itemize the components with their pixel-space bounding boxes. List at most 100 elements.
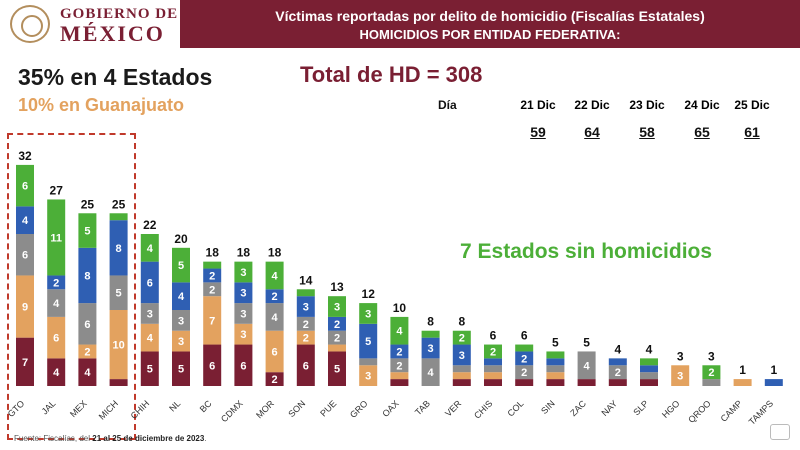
bar-segment-zac-3: [577, 351, 596, 380]
bar-total-chih: 22: [143, 218, 157, 232]
segment-label-oax-5: 4: [396, 326, 403, 338]
bar-segment-mor-2: [265, 330, 284, 373]
category-label-sin: SIN: [539, 398, 557, 416]
category-label-gto: GTO: [6, 398, 27, 419]
bar-segment-mich-1: [109, 379, 128, 386]
category-label-pue: PUE: [318, 398, 338, 418]
segment-label-nay-3: 2: [615, 367, 621, 379]
bar-segment-chih-2: [140, 323, 159, 352]
day-total-21: 59: [530, 124, 546, 140]
bar-segment-gro-3: [359, 358, 378, 366]
bar-segment-chis-2: [484, 372, 502, 380]
bar-segment-chis-4: [484, 358, 502, 366]
bar-segment-gro-4: [359, 323, 378, 359]
segment-label-ver-4: 3: [459, 350, 465, 362]
segment-label-chih-2: 4: [147, 333, 154, 345]
segment-label-nl-4: 4: [178, 291, 185, 303]
segment-label-hgo-2: 3: [677, 371, 683, 383]
segment-label-oax-3: 2: [396, 360, 402, 372]
bar-segment-oax-5: [390, 316, 409, 345]
bar-segment-ver-1: [452, 379, 471, 386]
bar-segment-sin-3: [546, 365, 565, 373]
category-label-bc: BC: [198, 398, 214, 414]
category-label-ver: VER: [443, 398, 464, 419]
slide-subtitle: HOMICIDIOS POR ENTIDAD FEDERATIVA:: [359, 27, 621, 42]
bar-total-cdmx: 18: [237, 246, 251, 260]
bar-segment-mich-4: [109, 220, 128, 276]
bar-segment-pue-4: [328, 316, 346, 331]
bar-segment-son-4: [296, 296, 315, 317]
bar-segment-gto-3: [16, 234, 34, 276]
bar-segment-slp-5: [640, 358, 658, 366]
category-label-gro: GRO: [348, 398, 370, 420]
bar-segment-mor-3: [265, 303, 284, 331]
bar-segment-bc-4: [203, 268, 222, 283]
bar-segment-mich-3: [109, 275, 128, 310]
bar-segment-hgo-2: [671, 365, 690, 386]
bar-segment-tab-4: [421, 337, 440, 359]
segment-label-jal-4: 2: [53, 277, 59, 289]
no-homicide-states-note: 7 Estados sin homicidios: [460, 240, 713, 263]
segment-label-gto-4: 4: [22, 215, 29, 227]
bar-segment-col-5: [515, 344, 534, 352]
segment-label-mor-1: 2: [272, 374, 278, 386]
category-label-chis: CHIS: [472, 398, 494, 420]
bar-segment-son-1: [296, 344, 315, 386]
segment-label-gto-5: 6: [22, 181, 28, 193]
segment-label-cdmx-5: 3: [240, 267, 246, 279]
bar-segment-bc-5: [203, 261, 222, 269]
bar-segment-tamps-4: [764, 379, 783, 386]
bar-segment-chis-1: [484, 379, 502, 386]
day-total-23: 58: [639, 124, 655, 140]
bar-segment-pue-1: [328, 351, 346, 386]
bar-segment-slp-4: [640, 365, 658, 373]
bar-segment-nl-2: [172, 330, 190, 352]
bar-segment-sin-5: [546, 351, 565, 359]
day-header-21: 21 Dic: [520, 98, 556, 112]
bar-segment-pue-3: [328, 330, 346, 345]
segment-label-mich-3: 5: [116, 288, 122, 300]
bar-total-nl: 20: [174, 232, 188, 246]
share-headline: 35% en 4 Estados: [18, 64, 213, 90]
bar-segment-slp-1: [640, 379, 658, 386]
bar-total-mich: 25: [112, 197, 126, 211]
bar-total-tamps: 1: [770, 363, 777, 377]
segment-label-chih-3: 3: [147, 308, 153, 320]
bar-segment-gto-1: [16, 337, 34, 386]
bar-segment-mor-1: [265, 372, 284, 386]
segment-label-gto-2: 9: [22, 302, 28, 314]
title-band: [180, 0, 800, 48]
segment-label-pue-3: 2: [334, 333, 340, 345]
segment-label-chih-1: 5: [147, 364, 153, 376]
bar-segment-ver-3: [452, 365, 471, 373]
bar-segment-zac-1: [577, 379, 596, 386]
bar-segment-ver-2: [452, 372, 471, 380]
bar-segment-mex-4: [78, 247, 97, 304]
national-seal-icon: [10, 5, 50, 43]
bar-segment-sin-1: [546, 379, 565, 386]
segment-label-cdmx-4: 3: [240, 288, 246, 300]
bar-segment-gto-2: [16, 275, 34, 338]
bar-segment-qroo-5: [702, 365, 721, 380]
segment-label-mex-2: 2: [84, 346, 90, 358]
bar-segment-oax-2: [390, 372, 409, 380]
category-label-tamps: TAMPS: [747, 398, 776, 427]
bar-segment-chih-3: [140, 303, 159, 324]
bar-segment-cdmx-2: [234, 323, 253, 345]
bar-segment-chih-1: [140, 351, 159, 386]
guanajuato-share: 10% en Guanajuato: [18, 95, 185, 115]
bar-total-zac: 5: [583, 335, 590, 349]
segment-label-son-3: 2: [303, 319, 309, 331]
day-header-22: 22 Dic: [574, 98, 610, 112]
segment-label-mex-3: 6: [84, 319, 90, 331]
category-label-nay: NAY: [600, 398, 620, 418]
segment-label-jal-2: 6: [53, 333, 59, 345]
source-dates: 21 al 25 de diciembre de 2023: [92, 434, 205, 443]
bar-total-slp: 4: [646, 342, 653, 356]
segment-label-zac-3: 4: [584, 360, 591, 372]
category-label-mich: MICH: [97, 398, 120, 421]
day-total-24: 65: [694, 124, 710, 140]
bar-segment-cdmx-5: [234, 261, 253, 283]
segment-label-gro-2: 3: [365, 371, 371, 383]
bar-total-pue: 13: [330, 280, 344, 294]
